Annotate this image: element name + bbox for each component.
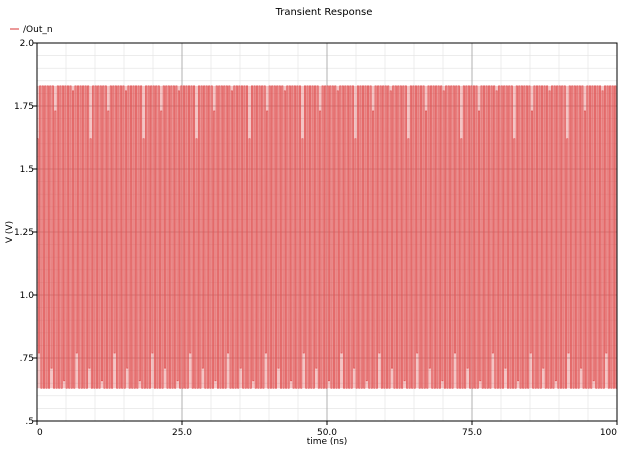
y-tick-label: 2.0 [20, 39, 35, 49]
y-tick-label: .5 [25, 417, 34, 427]
x-tick-label: 100 [600, 428, 617, 438]
x-tick-label: 0 [37, 428, 43, 438]
x-tick-label: 50.0 [317, 428, 337, 438]
series-out-n-line [36, 85, 617, 389]
chart-title: Transient Response [275, 7, 373, 18]
x-tick-label: 25.0 [172, 428, 192, 438]
x-axis-tick-labels: 0 25.0 50.0 75.0 100 [37, 428, 617, 438]
y-tick-label: 1.0 [20, 291, 35, 301]
x-axis-label: time (ns) [307, 437, 348, 447]
legend-label-out-n: /Out_n [23, 25, 53, 35]
y-tick-label: 1.75 [14, 102, 34, 112]
y-tick-label: 1.5 [20, 165, 34, 175]
series-layer [36, 85, 617, 389]
x-tick-label: 75.0 [462, 428, 482, 438]
y-axis-tick-labels: .5 .75 1.0 1.25 1.5 1.75 2.0 [14, 39, 34, 427]
y-tick-label: 1.25 [14, 228, 34, 238]
legend[interactable]: /Out_n [10, 25, 53, 35]
y-tick-label: .75 [20, 354, 34, 364]
axis-ticks [33, 42, 618, 425]
y-axis-label: V (V) [5, 221, 15, 243]
